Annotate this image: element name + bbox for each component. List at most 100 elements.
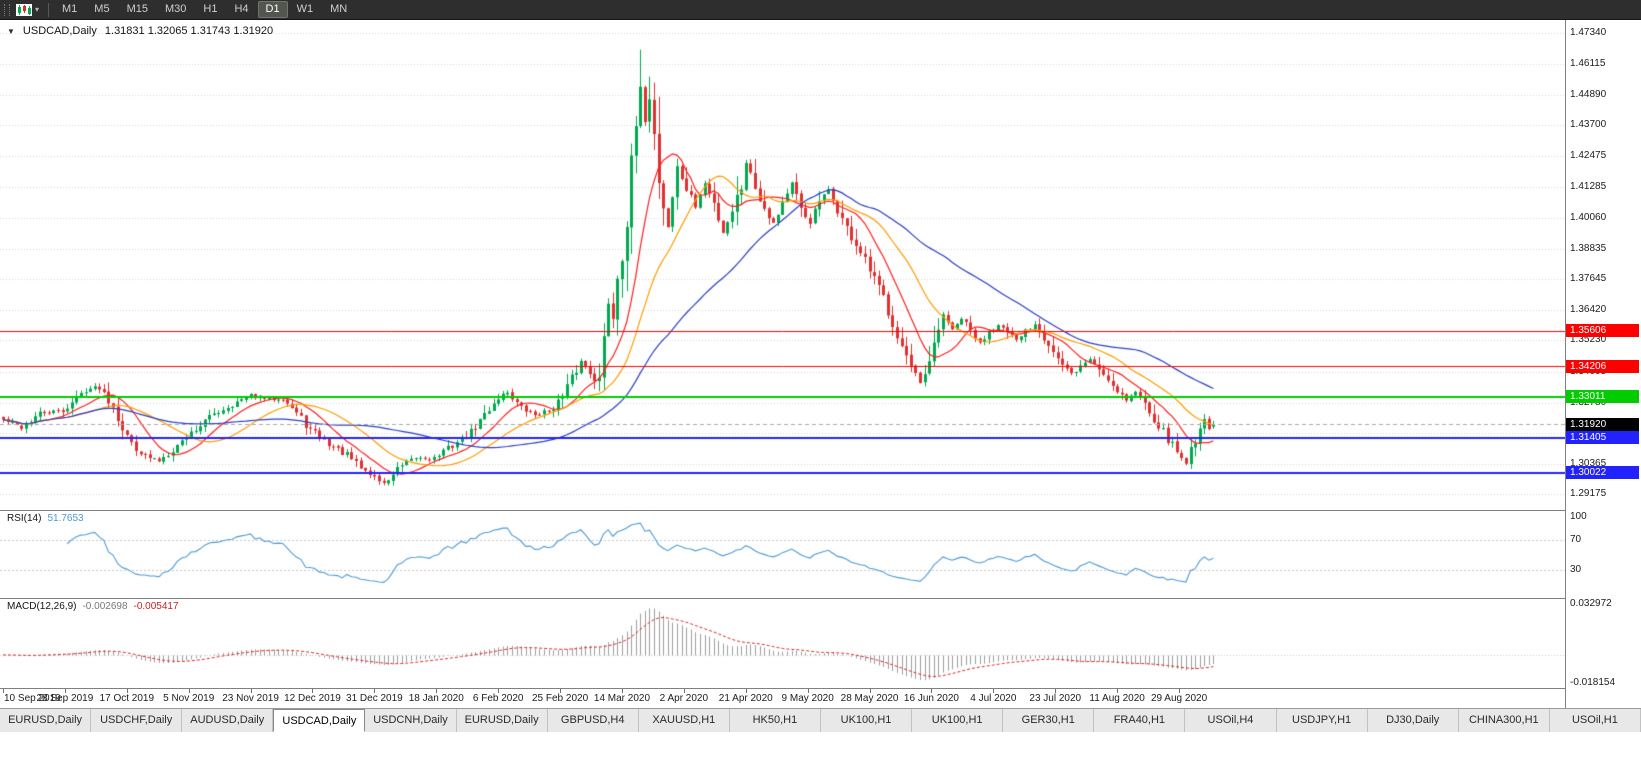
price-tag-1.35606[interactable]: 1.35606 (1566, 324, 1639, 338)
price-axis-label: 1.30365 (1570, 457, 1607, 469)
price-axis-label: 1.29175 (1570, 488, 1607, 500)
date-label: 16 Jun 2020 (903, 693, 959, 704)
panel-separator[interactable] (0, 510, 1641, 511)
macd-panel-canvas[interactable] (0, 599, 1565, 688)
timeframe-d1[interactable]: D1 (257, 1, 288, 18)
date-label: 10 Sep 2019 (4, 693, 61, 704)
time-axis-tick (65, 689, 66, 693)
tab-dj30-daily[interactable]: DJ30,Daily (1368, 709, 1459, 732)
price-axis-label: 1.47340 (1570, 26, 1607, 38)
chevron-down-icon[interactable]: ▾ (35, 5, 40, 14)
time-axis-tick (127, 689, 128, 693)
price-scale[interactable]: 1.47340 1.46115 1.44890 1.43700 1.42475 1.412… (1566, 20, 1641, 708)
time-axis-tick (312, 689, 313, 693)
timeframe-buttons: M1 M5 M15 M30 H1 H4 D1 W1 MN (54, 1, 355, 18)
macd-axis-label: 0.032972 (1570, 598, 1612, 609)
time-axis-tick (560, 689, 561, 693)
price-axis-label: 1.40060 (1570, 211, 1607, 223)
date-label: 28 May 2020 (840, 693, 899, 704)
time-axis[interactable]: 10 Sep 2019 28 Sep 2019 17 Oct 2019 5 Nov 2… (0, 689, 1565, 708)
time-axis-tick (436, 689, 437, 693)
date-label: 6 Feb 2020 (472, 693, 524, 704)
date-label: 28 Sep 2019 (36, 693, 94, 704)
timeframe-mn[interactable]: MN (330, 3, 348, 15)
date-label: 14 Mar 2020 (593, 693, 651, 704)
one-click-trading-toggle[interactable]: ▼ (7, 26, 15, 36)
macd-axis-label: -0.018154 (1570, 677, 1616, 688)
date-label: 21 Apr 2020 (718, 693, 773, 704)
candlestick-chart-icon[interactable] (14, 3, 34, 16)
tab-china300-h1[interactable]: CHINA300,H1 (1459, 709, 1550, 732)
timeframe-w1[interactable]: W1 (296, 3, 314, 15)
chart-tabbar: EURUSD,Daily USDCHF,Daily AUDUSD,Daily USDC… (0, 708, 1641, 732)
time-axis-tick (931, 689, 932, 693)
tab-usdcnh-daily[interactable]: USDCNH,Daily (365, 709, 457, 732)
date-label: 11 Aug 2020 (1089, 693, 1145, 704)
rsi-panel-canvas[interactable] (0, 511, 1565, 598)
tab-gbpusd-h4[interactable]: GBPUSD,H4 (548, 709, 639, 732)
price-axis-label: 1.46115 (1570, 58, 1606, 70)
date-label: 17 Oct 2019 (99, 693, 155, 704)
tab-hk50-h1[interactable]: HK50,H1 (730, 709, 821, 732)
price-axis-label: 1.43700 (1570, 119, 1607, 131)
rsi-name: RSI(14) (7, 513, 42, 524)
date-label: 12 Dec 2019 (284, 693, 341, 704)
price-tag-1.33011[interactable]: 1.33011 (1566, 390, 1639, 404)
scale-separator (1565, 20, 1566, 708)
tab-usdcad-daily[interactable]: USDCAD,Daily (273, 709, 366, 732)
time-axis-tick (374, 689, 375, 693)
price-axis-label: 1.37645 (1570, 273, 1607, 285)
time-axis-tick (746, 689, 747, 693)
tab-eurusd-daily[interactable]: EURUSD,Daily (457, 709, 548, 732)
date-label: 2 Apr 2020 (659, 693, 709, 704)
tab-usoil-h1[interactable]: USOil,H1 (1550, 709, 1641, 732)
timeframe-h1[interactable]: H1 (203, 3, 218, 15)
price-axis-label: 1.41285 (1570, 180, 1607, 192)
time-axis-tick (189, 689, 190, 693)
timeframe-m30[interactable]: M30 (164, 3, 187, 15)
price-axis-label: 1.38835 (1570, 242, 1607, 254)
price-chart-canvas[interactable] (0, 20, 1565, 510)
tab-usoil-h4[interactable]: USOil,H4 (1185, 709, 1277, 732)
price-tag-1.31405[interactable]: 1.31405 (1566, 431, 1639, 444)
tab-uk100-h1[interactable]: UK100,H1 (821, 709, 913, 732)
tab-usdchf-daily[interactable]: USDCHF,Daily (91, 709, 183, 732)
timeframe-m1[interactable]: M1 (62, 3, 78, 15)
toolbar-separator (48, 2, 50, 17)
toolbar-grip[interactable] (4, 3, 10, 16)
tab-uk100-h1[interactable]: UK100,H1 (912, 709, 1004, 732)
price-axis-label: 1.35230 (1570, 334, 1607, 346)
timeframe-m5[interactable]: M5 (94, 3, 110, 15)
date-label: 23 Nov 2019 (222, 693, 279, 704)
time-axis-tick (498, 689, 499, 693)
panel-separator[interactable] (0, 598, 1641, 599)
chart-ohlc-values: 1.31831 1.32065 1.31743 1.31920 (104, 25, 274, 37)
rsi-label: RSI(14) 51.7653 (7, 513, 84, 524)
timeframe-h4[interactable]: H4 (234, 3, 249, 15)
date-label: 31 Dec 2019 (346, 693, 403, 704)
date-label: 4 Jul 2020 (970, 693, 1017, 704)
time-axis-tick (1117, 689, 1118, 693)
tab-audusd-daily[interactable]: AUDUSD,Daily (182, 709, 274, 732)
price-axis-label: 1.36420 (1570, 304, 1607, 316)
price-tag-1.31920[interactable]: 1.31920 (1566, 417, 1639, 431)
time-axis-tick (808, 689, 809, 693)
time-axis-tick (684, 689, 685, 693)
tab-fra40-h1[interactable]: FRA40,H1 (1094, 709, 1186, 732)
time-axis-tick (870, 689, 871, 693)
date-label: 25 Feb 2020 (531, 693, 589, 704)
time-axis-tick (251, 689, 252, 693)
price-tag-1.34206[interactable]: 1.34206 (1566, 359, 1639, 373)
tab-xauusd-h1[interactable]: XAUUSD,H1 (639, 709, 730, 732)
date-label: 23 Jul 2020 (1029, 693, 1082, 704)
date-label: 5 Nov 2019 (163, 693, 215, 704)
tab-usdjpy-h1[interactable]: USDJPY,H1 (1277, 709, 1368, 732)
chart-title: ▼ USDCAD,Daily 1.31831 1.32065 1.31743 1… (7, 25, 273, 37)
tab-eurusd-daily[interactable]: EURUSD,Daily (0, 709, 92, 732)
timeframe-m15[interactable]: M15 (126, 3, 148, 15)
bottom-strip (0, 732, 1641, 761)
price-tag-1.30022[interactable]: 1.30022 (1566, 466, 1639, 480)
tab-ger30-h1[interactable]: GER30,H1 (1003, 709, 1095, 732)
time-axis-tick (622, 689, 623, 693)
